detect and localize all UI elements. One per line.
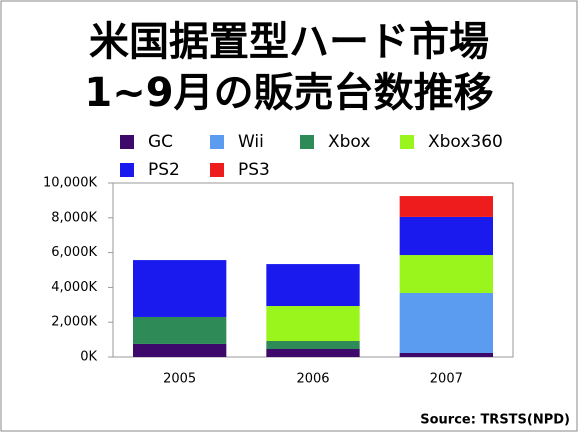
legend-swatch <box>300 135 314 149</box>
bar-segment <box>399 196 493 217</box>
legend-label: PS3 <box>238 160 270 180</box>
y-tick-label: 8,000K <box>51 210 97 225</box>
bar-segment <box>266 340 360 349</box>
y-tick-label: 0K <box>80 350 97 365</box>
x-tick-label: 2007 <box>430 372 463 387</box>
y-tick-label: 4,000K <box>51 280 97 295</box>
bar-segment <box>399 255 493 293</box>
legend-label: PS2 <box>148 160 180 180</box>
legend-swatch <box>120 163 134 177</box>
legend-label: Xbox360 <box>428 132 503 152</box>
bar-segment <box>266 348 360 357</box>
bar-segment <box>133 316 227 344</box>
legend-label: Wii <box>238 132 264 152</box>
bar-segment <box>266 264 360 307</box>
legend-label: Xbox <box>328 132 370 152</box>
legend-swatch <box>120 135 134 149</box>
x-tick-label: 2005 <box>163 372 196 387</box>
y-tick-label: 10,000K <box>43 176 97 191</box>
bar-segment <box>266 306 360 341</box>
source: Source: TRSTS(NPD) <box>420 413 570 428</box>
chart-subtitle: 1~9月の販売台数推移 <box>84 70 493 116</box>
legend-swatch <box>400 135 414 149</box>
bar-segment <box>133 260 227 317</box>
y-tick-label: 6,000K <box>51 245 97 260</box>
chart-title: 米国据置型ハード市場 <box>89 19 489 65</box>
bar-segment <box>133 343 227 357</box>
legend-swatch <box>210 163 224 177</box>
x-tick-label: 2006 <box>296 372 329 387</box>
bar-segment <box>399 352 493 357</box>
legend-swatch <box>210 135 224 149</box>
bar-segment <box>399 216 493 256</box>
bar-segment <box>399 292 493 353</box>
y-tick-label: 2,000K <box>51 315 97 330</box>
legend-label: GC <box>148 132 173 152</box>
